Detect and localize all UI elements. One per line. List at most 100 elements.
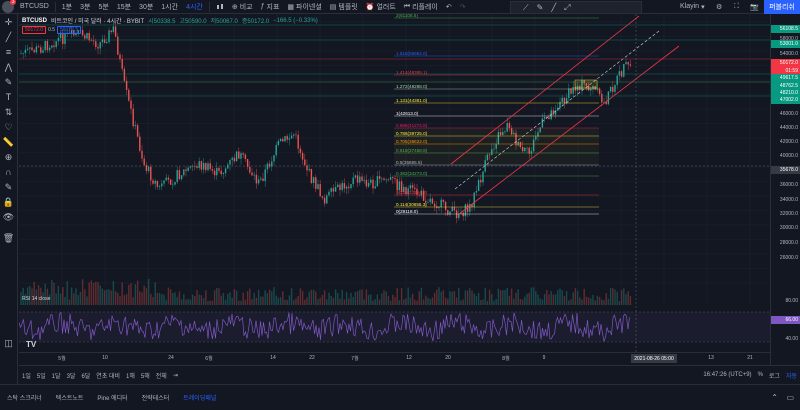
volume-bar [273, 287, 275, 305]
compare-button[interactable]: ⊕ 비교 [231, 3, 253, 11]
volume-bar [238, 300, 240, 305]
price-chart[interactable]: 2(61108.5) 1.618(56962.0) 1.414(48395.1) 1.… [19, 14, 770, 352]
buy-button[interactable]: 50172.5 [57, 26, 82, 34]
volume-bar [607, 298, 610, 305]
interval-1[interactable]: 3분 [80, 3, 91, 11]
interval-3[interactable]: 15분 [116, 3, 132, 11]
volume-bar [350, 292, 352, 305]
volume-bar [383, 290, 385, 305]
sell-button[interactable]: 50172.0 [22, 26, 47, 34]
trash-icon[interactable]: 🗑 [2, 232, 15, 243]
symbol-search[interactable]: BTCUSD [16, 3, 53, 10]
candle-body [598, 88, 601, 94]
candle-body [407, 188, 409, 195]
interval-4[interactable]: 30분 [139, 3, 154, 11]
alert-button[interactable]: ⏰ 얼러트 [365, 3, 396, 11]
volume-bar [244, 299, 247, 305]
trend-tool-icon[interactable]: ╱ [551, 3, 557, 12]
user-avatar[interactable]: 3 [2, 0, 16, 13]
interval-6[interactable]: 4시간 [186, 3, 203, 11]
interval-0[interactable]: 1분 [61, 3, 73, 11]
auto-toggle[interactable]: 자동 [785, 373, 797, 380]
interval-5[interactable]: 1시간 [161, 3, 179, 11]
candle-body [216, 167, 218, 176]
candle-body [431, 198, 434, 204]
eye-icon[interactable]: 👁 [2, 211, 15, 222]
collapse-icon[interactable]: ⌃ [771, 393, 778, 402]
bottom-tab-3[interactable]: 전략테스터 [141, 396, 170, 402]
bottom-tab-0[interactable]: 스탁 스크리너 [7, 396, 42, 402]
settings-icon[interactable]: ⚙ [716, 3, 723, 11]
chart-type-button[interactable] [212, 3, 228, 11]
snapshot-icon[interactable]: 📷 [750, 3, 759, 11]
publish-button[interactable]: 퍼블리쉬 [764, 0, 800, 14]
volume-bar [502, 290, 504, 305]
range-0[interactable]: 1일 [22, 373, 31, 380]
volume-bar [618, 300, 621, 305]
line-tool-icon[interactable]: ⟋ [523, 2, 529, 12]
percent-toggle[interactable]: % [757, 372, 763, 378]
financials-button[interactable]: ▦ 파이넨셜 [287, 3, 322, 11]
calendar-icon[interactable]: ⇥ [172, 372, 178, 379]
range-3[interactable]: 3달 [66, 373, 76, 380]
ruler-icon[interactable]: 📏 [2, 136, 15, 147]
trendline-icon[interactable]: ╱ [5, 31, 12, 42]
price-axis[interactable]: 58000.054000.052000.050000.048000.046000… [770, 14, 800, 365]
brush-icon[interactable]: ✎ [4, 76, 13, 87]
volume-bar [95, 281, 97, 305]
lock-drawing-icon[interactable]: ✎ [4, 181, 13, 192]
measure-icon[interactable]: ⇅ [4, 106, 13, 117]
layout-selector[interactable]: Klayin ▾ [680, 3, 705, 11]
volume-bar [35, 289, 38, 305]
clock-display[interactable]: 16:47:26 (UTC+9) [703, 372, 752, 378]
log-toggle[interactable]: 로그 [768, 373, 780, 380]
fib-level-label: 1.131(44381.0) [396, 98, 428, 103]
ray-tool-icon[interactable]: ⤢ [564, 2, 571, 12]
volume-bar [398, 300, 401, 305]
fib-retracement-icon[interactable]: ≡ [5, 47, 12, 57]
candle-body [614, 84, 616, 92]
redo-button[interactable]: ↷ [459, 3, 466, 11]
range-4[interactable]: 6달 [81, 373, 91, 380]
time-axis[interactable]: 2021-08-26 05:00 5월 10 24 6월 14 22 7월 12 20 8월 9 13… [19, 352, 770, 365]
range-7[interactable]: 5해 [140, 373, 150, 380]
candle-body [310, 169, 313, 184]
range-1[interactable]: 5일 [36, 373, 46, 380]
brush-tool-icon[interactable]: ✎ [536, 3, 544, 12]
range-2[interactable]: 1달 [51, 373, 61, 380]
volume-bar [136, 280, 139, 305]
indicators-button[interactable]: ƒ 지표 [260, 3, 280, 11]
undo-button[interactable]: ↶ [445, 3, 452, 11]
candle-body [524, 147, 526, 152]
templates-button[interactable]: ▤ 템플릿 [329, 3, 358, 11]
bottom-tab-2[interactable]: Pine 에디터 [97, 396, 128, 402]
fullscreen-icon[interactable]: ⛶ [734, 2, 739, 10]
magnet-icon[interactable]: ∩ [5, 167, 12, 177]
zoom-in-icon[interactable]: ⊕ [4, 151, 13, 162]
candle-body [508, 123, 511, 129]
range-6[interactable]: 1해 [126, 373, 135, 380]
candle-body [73, 30, 75, 36]
replay-button[interactable]: ⏮ 리플레이 [403, 2, 438, 11]
candle-body [438, 207, 440, 209]
candle-body [242, 153, 244, 155]
range-5[interactable]: 연초 대비 [96, 373, 121, 380]
interval-2[interactable]: 5분 [98, 3, 109, 11]
pattern-icon[interactable]: ⋀ [4, 61, 13, 72]
text-tool-icon[interactable]: T [5, 92, 12, 102]
volume-bar [572, 292, 574, 305]
maximize-icon[interactable]: ▭ [786, 393, 794, 402]
volume-bar [449, 291, 451, 305]
layers-icon[interactable]: ◫ [4, 337, 13, 348]
fib-level-label: 0.886(41274.8) [396, 123, 428, 128]
crosshair-icon[interactable]: ✛ [4, 16, 13, 27]
candle-body [97, 47, 99, 49]
heart-icon[interactable]: ♡ [4, 121, 13, 132]
lock-icon[interactable]: 🔒 [2, 196, 15, 207]
volume-bar [218, 288, 220, 305]
bottom-tab-1[interactable]: 텍스트노트 [55, 396, 84, 402]
volume-bar [425, 295, 427, 305]
candle-body [323, 197, 326, 204]
range-8[interactable]: 전체 [155, 373, 167, 380]
bottom-tab-4[interactable]: 트레이딩패널 [183, 396, 217, 402]
